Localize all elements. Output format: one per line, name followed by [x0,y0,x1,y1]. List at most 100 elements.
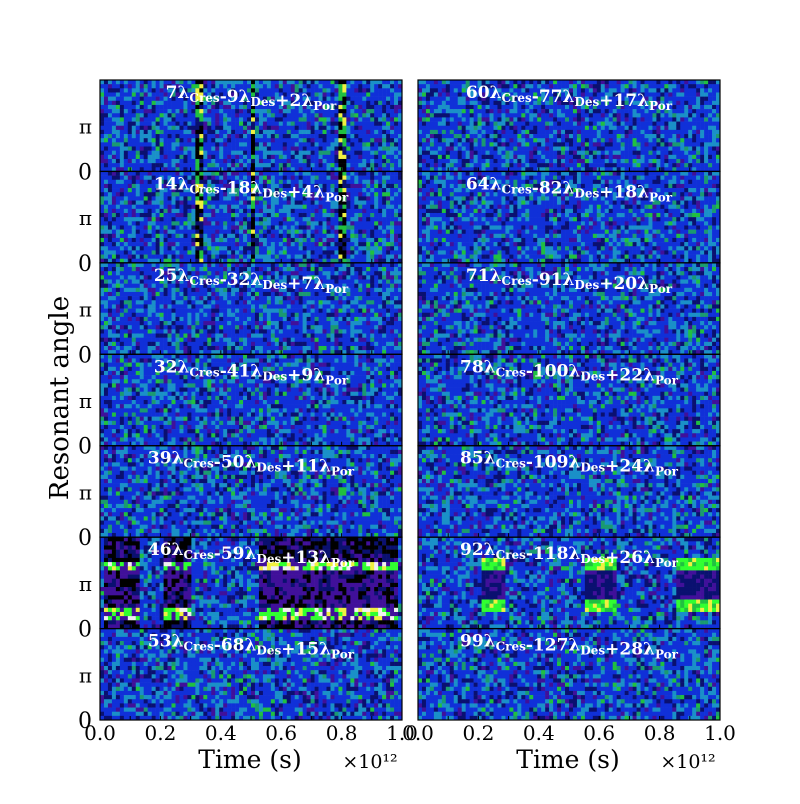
heatmap-cell [223,163,228,168]
heatmap-cell [374,271,379,276]
heatmap-cell [254,337,260,343]
heatmap-cell [227,196,232,201]
heatmap-cell [251,271,256,276]
heatmap-cell [143,316,148,322]
heatmap-cell [310,287,315,293]
heatmap-cell [330,158,335,164]
heatmap-cell [266,221,272,226]
heatmap-cell [199,283,204,289]
heatmap-cell [342,291,347,297]
heatmap-cell [286,142,292,147]
heatmap-cell [350,312,355,318]
heatmap-cell [390,183,395,189]
heatmap-cell [338,196,343,201]
heatmap-cell [354,96,359,102]
heatmap-cell [294,88,299,93]
heatmap-cell [179,208,184,214]
heatmap-cell [258,212,264,218]
heatmap-cell [322,237,327,243]
heatmap-cell [111,125,117,131]
heatmap-cell [262,312,268,318]
heatmap-cell [318,158,323,164]
heatmap-cell [358,287,363,293]
heatmap-cell [390,350,395,355]
heatmap-cell [358,275,363,280]
heatmap-cell [127,138,133,143]
heatmap-cell [266,183,272,189]
heatmap-cell [175,113,180,118]
heatmap-cell [330,80,335,85]
heatmap-cell [266,138,272,143]
heatmap-cell [342,150,347,156]
heatmap-cell [374,188,379,193]
heatmap-cell [123,275,129,280]
heatmap-cell [362,242,367,247]
heatmap-cell [243,113,248,118]
heatmap-cell [211,96,216,102]
heatmap-cell [342,329,347,334]
heatmap-cell [318,229,323,235]
heatmap-cell [354,104,359,110]
heatmap-cell [294,258,299,264]
heatmap-cell [207,192,212,197]
heatmap-cell [247,250,252,255]
heatmap-cell [135,217,141,222]
heatmap-cell [123,88,129,93]
heatmap-cell [310,188,315,193]
heatmap-cell [254,163,260,168]
heatmap-cell [370,237,375,243]
heatmap-cell [195,175,200,181]
heatmap-cell [366,329,371,334]
heatmap-cell [171,179,176,185]
heatmap-cell [282,80,288,85]
heatmap-cell [131,158,137,164]
heatmap-cell [143,333,148,338]
heatmap-cell [358,304,363,309]
heatmap-cell [191,287,196,293]
heatmap-cell [247,304,252,309]
heatmap-cell [290,113,296,118]
heatmap-cell [247,279,252,284]
heatmap-cell [354,300,359,305]
heatmap-cell [119,154,125,160]
heatmap-cell [346,204,351,210]
heatmap-cell [139,88,145,93]
heatmap-cell [147,200,152,205]
heatmap-cell [266,80,272,85]
heatmap-cell [239,204,244,210]
heatmap-cell [286,312,292,318]
heatmap-cell [258,229,264,235]
heatmap-cell [330,308,335,314]
heatmap-cell [251,250,256,255]
heatmap-cell [100,287,105,293]
heatmap-cell [262,304,268,309]
heatmap-cell [378,113,383,118]
heatmap-cell [167,204,172,210]
heatmap-cell [350,142,355,147]
heatmap-cell [338,304,343,309]
heatmap-cell [286,134,292,139]
heatmap-cell [314,287,319,293]
heatmap-cell [362,254,367,260]
heatmap-cell [227,167,232,172]
heatmap-cell [374,150,379,156]
heatmap-cell [215,150,220,156]
heatmap-cell [258,279,264,284]
heatmap-cell [334,258,339,264]
heatmap-cell [107,217,113,222]
heatmap-cell [374,242,379,247]
heatmap-cell [282,208,288,214]
heatmap-cell [382,275,387,280]
heatmap-cell [207,300,212,305]
heatmap-cell [231,225,236,230]
heatmap-cell [155,254,160,260]
heatmap-cell [143,350,148,355]
heatmap-cell [318,188,323,193]
heatmap-cell [239,262,244,268]
heatmap-cell [131,300,137,305]
heatmap-cell [143,175,148,181]
heatmap-cell [131,258,137,264]
heatmap-cell [243,291,248,297]
heatmap-panel [100,171,403,264]
heatmap-cell [390,150,395,156]
